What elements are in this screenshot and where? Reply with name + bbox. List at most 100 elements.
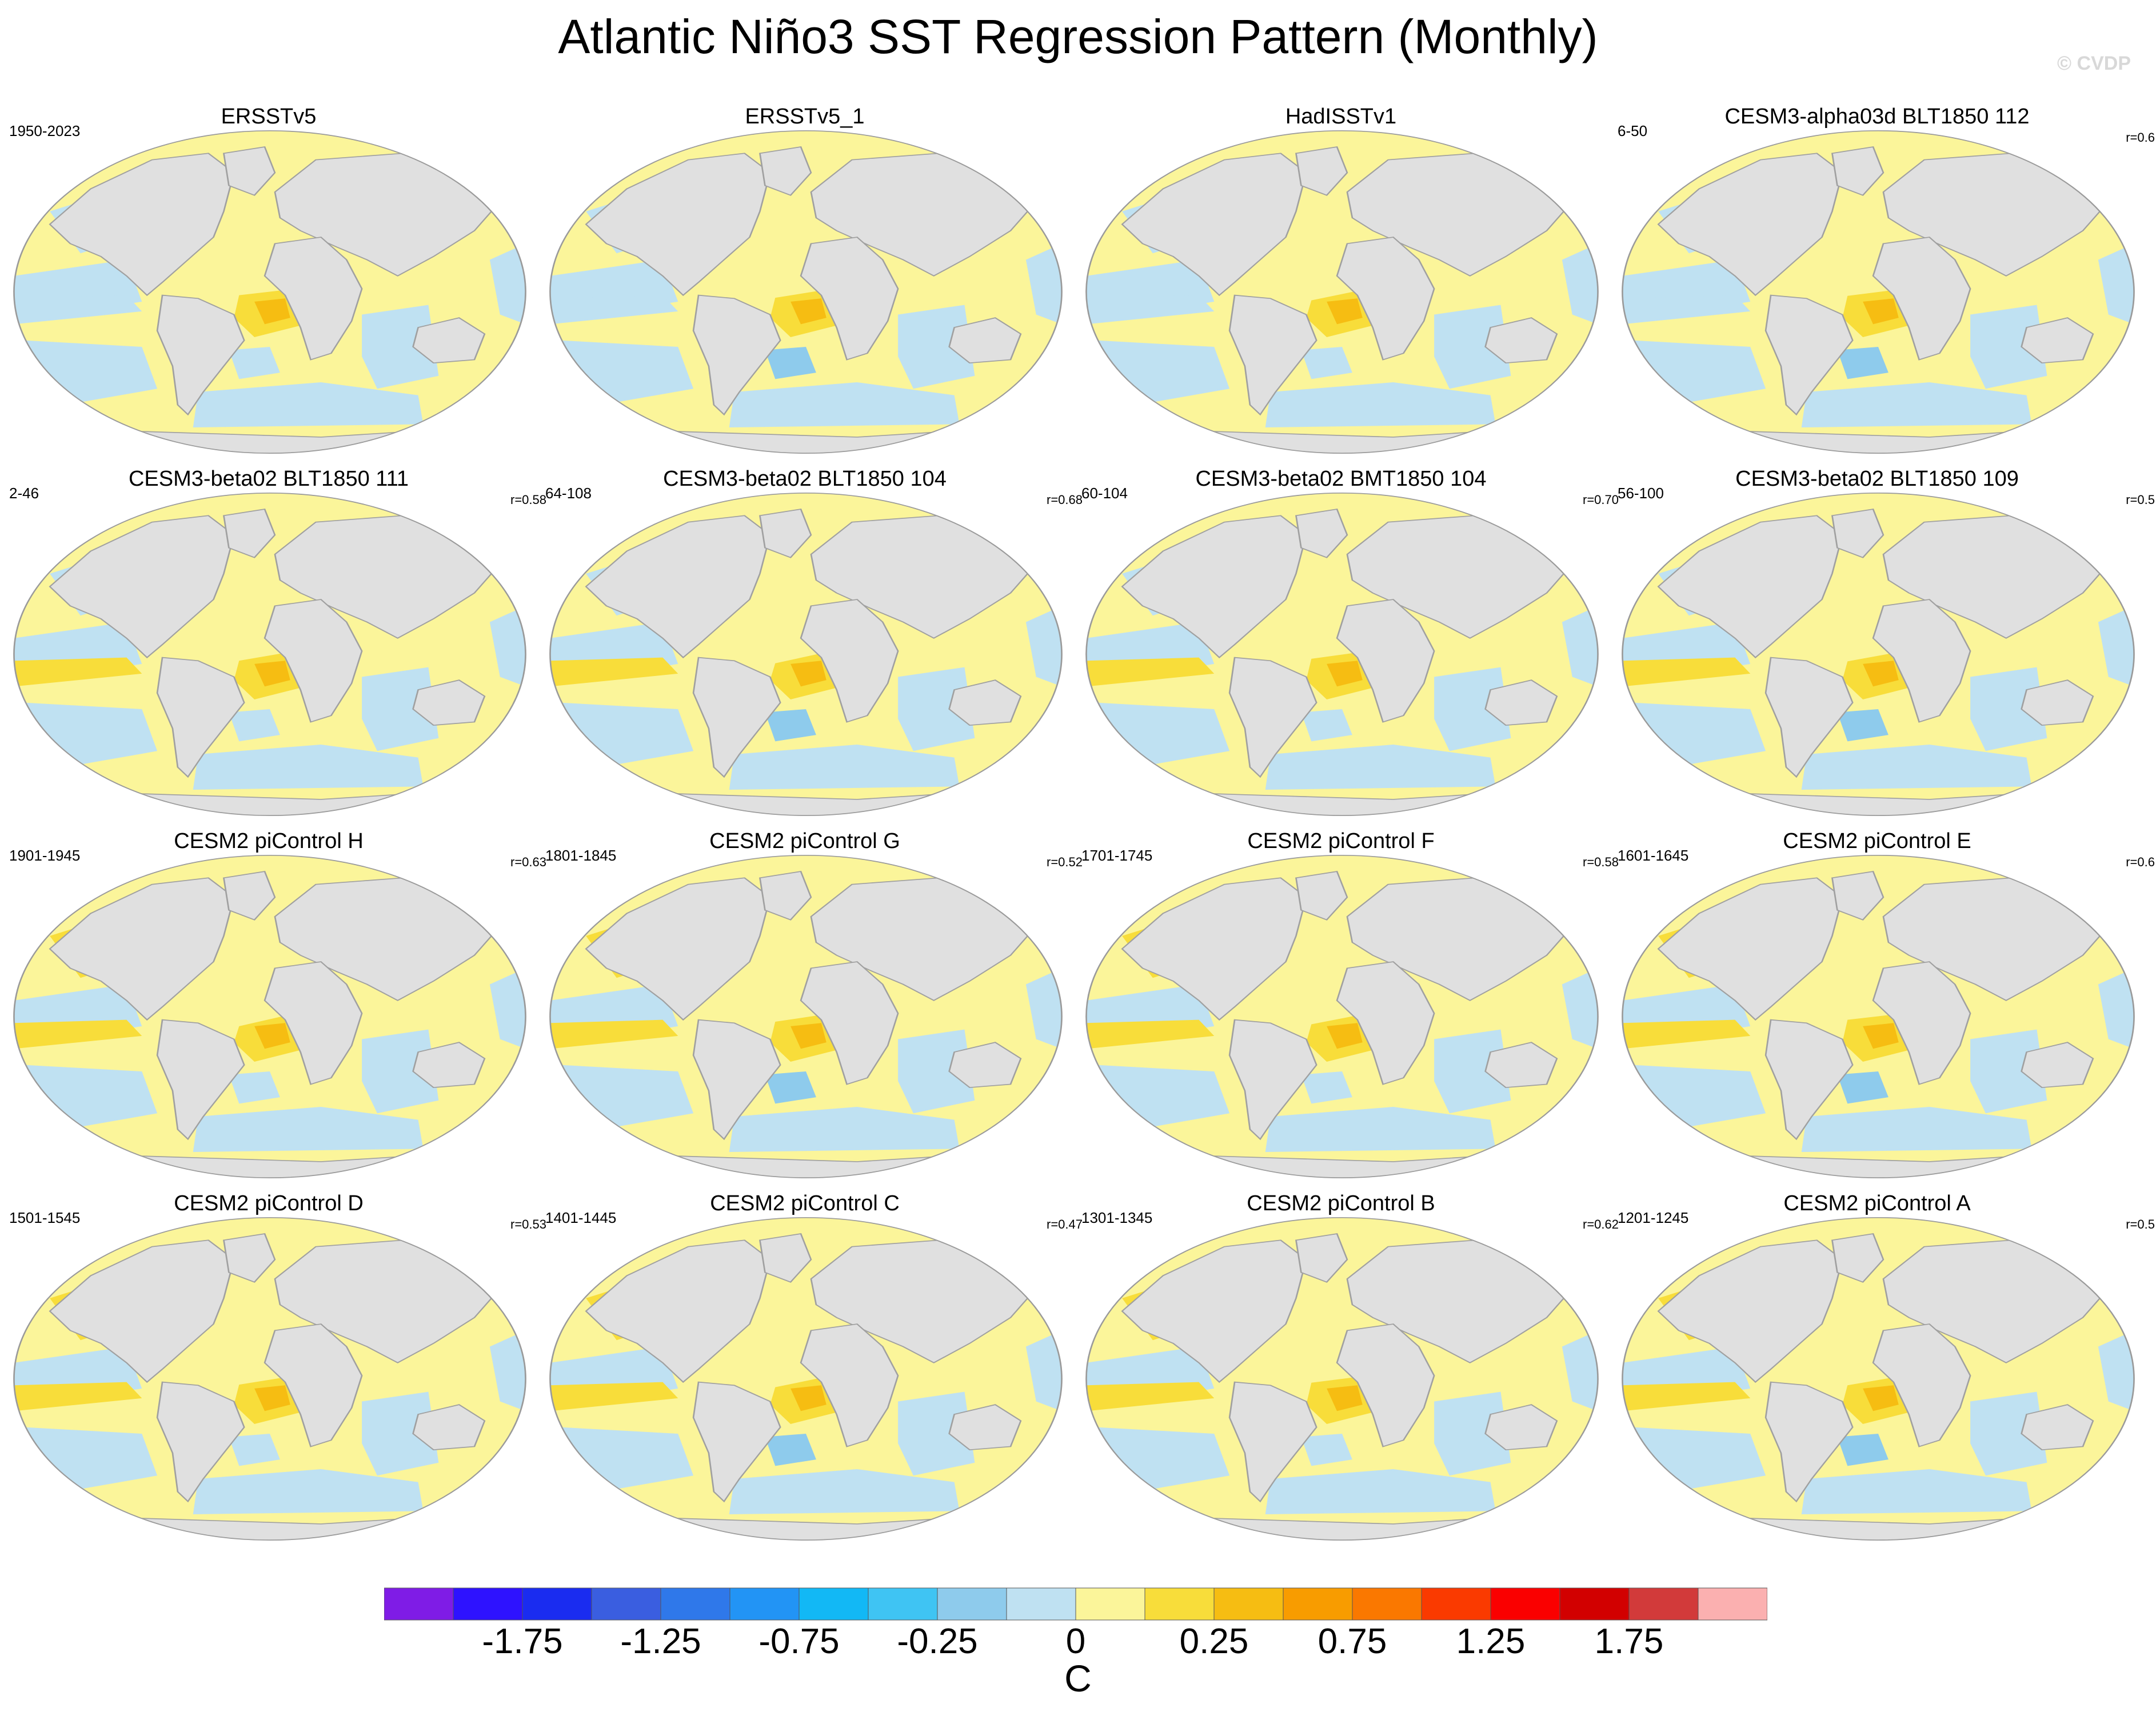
africa-landmass bbox=[263, 599, 363, 723]
greenland-landmass bbox=[1295, 871, 1348, 921]
map-border bbox=[1622, 1217, 2135, 1541]
north-america-landmass bbox=[1657, 515, 1843, 659]
world-map bbox=[1622, 492, 2135, 817]
colorbar-tick-label: -1.75 bbox=[482, 1622, 563, 1661]
map-border bbox=[13, 1217, 526, 1541]
negative-anomaly-region bbox=[2098, 606, 2134, 687]
south-america-landmass bbox=[692, 294, 781, 416]
australia-landmass bbox=[1484, 1404, 1558, 1451]
negative-anomaly-region bbox=[765, 709, 816, 742]
negative-anomaly-region bbox=[2098, 968, 2134, 1049]
negative-anomaly-region bbox=[898, 667, 975, 751]
negative-anomaly-region bbox=[1434, 305, 1511, 389]
north-america-landmass bbox=[49, 1239, 235, 1383]
south-america-landmass bbox=[1764, 1381, 1854, 1503]
colorbar-tick-label: 1.25 bbox=[1456, 1622, 1526, 1661]
colorbar-swatch bbox=[937, 1587, 1007, 1621]
world-map bbox=[549, 1217, 1063, 1541]
negative-anomaly-region bbox=[765, 1071, 816, 1104]
negative-anomaly-region bbox=[1970, 1029, 2047, 1114]
cvdp-watermark: © CVDP bbox=[2057, 53, 2131, 74]
positive-anomaly-region bbox=[1086, 1019, 1215, 1049]
australia-landmass bbox=[412, 1042, 486, 1089]
negative-anomaly-region bbox=[1801, 1469, 2032, 1515]
negative-anomaly-region bbox=[765, 346, 816, 379]
map-border bbox=[1622, 492, 2135, 817]
south-america-landmass bbox=[156, 294, 245, 416]
south-america-landmass bbox=[156, 1019, 245, 1141]
negative-anomaly-region bbox=[1801, 745, 2032, 790]
colorbar-swatch bbox=[591, 1587, 661, 1621]
negative-anomaly-region bbox=[229, 346, 280, 379]
africa-landmass bbox=[1872, 237, 1971, 361]
africa-landmass bbox=[1336, 237, 1435, 361]
africa-landmass bbox=[800, 961, 899, 1085]
negative-anomaly-region bbox=[193, 382, 424, 428]
negative-anomaly-region bbox=[229, 1433, 280, 1466]
north-america-landmass bbox=[49, 153, 235, 297]
greenland-landmass bbox=[222, 1233, 276, 1283]
negative-anomaly-region bbox=[362, 1391, 439, 1476]
australia-landmass bbox=[2021, 317, 2094, 364]
australia-landmass bbox=[2021, 1042, 2094, 1089]
south-america-landmass bbox=[1228, 657, 1317, 778]
panel-correlation: r=0.52 bbox=[1047, 855, 1083, 869]
panel-title: ERSSTv5 bbox=[221, 105, 317, 129]
negative-anomaly-region bbox=[1622, 295, 1751, 325]
positive-anomaly-region bbox=[1327, 1385, 1363, 1411]
panel-title: CESM3-alpha03d BLT1850 112 bbox=[1724, 105, 2030, 129]
north-america-landmass bbox=[1121, 515, 1307, 659]
north-america-landmass bbox=[1121, 1239, 1307, 1383]
negative-anomaly-region bbox=[1301, 1071, 1352, 1104]
australia-landmass bbox=[412, 679, 486, 726]
positive-anomaly-region bbox=[790, 661, 827, 687]
negative-anomaly-region bbox=[229, 709, 280, 742]
positive-anomaly-region bbox=[1622, 657, 1751, 687]
panel-title: CESM3-beta02 BLT1850 109 bbox=[1735, 467, 2019, 491]
north-america-landmass bbox=[49, 877, 235, 1021]
map-border bbox=[549, 854, 1063, 1179]
negative-anomaly-region bbox=[1025, 1330, 1062, 1411]
panel-title: ERSSTv5_1 bbox=[745, 105, 865, 129]
colorbar-swatch bbox=[868, 1587, 938, 1621]
africa-landmass bbox=[1872, 1323, 1971, 1447]
colorbar-swatch bbox=[384, 1587, 454, 1621]
world-map bbox=[13, 492, 526, 817]
positive-anomaly-region bbox=[1327, 661, 1363, 687]
map-border bbox=[549, 130, 1063, 454]
positive-anomaly-region bbox=[790, 1385, 827, 1411]
australia-landmass bbox=[948, 679, 1022, 726]
map-border bbox=[1085, 130, 1599, 454]
north-america-landmass bbox=[585, 153, 771, 297]
panel-period: 1401-1445 bbox=[545, 1209, 617, 1226]
negative-anomaly-region bbox=[2098, 1330, 2134, 1411]
positive-anomaly-region bbox=[790, 1023, 827, 1049]
australia-landmass bbox=[412, 1404, 486, 1451]
australia-landmass bbox=[2021, 1404, 2094, 1451]
negative-anomaly-region bbox=[229, 1071, 280, 1104]
positive-anomaly-region bbox=[254, 1385, 290, 1411]
africa-landmass bbox=[263, 961, 363, 1085]
colorbar-units: C bbox=[1064, 1657, 1092, 1699]
positive-anomaly-region bbox=[550, 657, 678, 687]
panel-title: CESM3-beta02 BLT1850 111 bbox=[128, 467, 409, 491]
map-panel: CESM2 piControl A 1201-1245 r=0.5 bbox=[1614, 1187, 2155, 1547]
greenland-landmass bbox=[758, 871, 812, 921]
negative-anomaly-region bbox=[1837, 1433, 1889, 1466]
south-america-landmass bbox=[692, 1381, 781, 1503]
world-map bbox=[1085, 130, 1599, 454]
south-america-landmass bbox=[156, 657, 245, 778]
panel-title: CESM2 piControl H bbox=[174, 829, 364, 853]
map-border bbox=[1622, 854, 2135, 1179]
africa-landmass bbox=[1872, 961, 1971, 1085]
panel-correlation: r=0.58 bbox=[1583, 855, 1619, 869]
panel-title: HadISSTv1 bbox=[1285, 105, 1397, 129]
panel-correlation: r=0.63 bbox=[510, 855, 546, 869]
africa-landmass bbox=[1336, 1323, 1435, 1447]
map-border bbox=[13, 854, 526, 1179]
colorbar-tick-label: 1.75 bbox=[1594, 1622, 1664, 1661]
south-america-landmass bbox=[692, 1019, 781, 1141]
positive-anomaly-region bbox=[14, 657, 142, 687]
positive-anomaly-region bbox=[790, 298, 827, 325]
north-america-landmass bbox=[49, 515, 235, 659]
